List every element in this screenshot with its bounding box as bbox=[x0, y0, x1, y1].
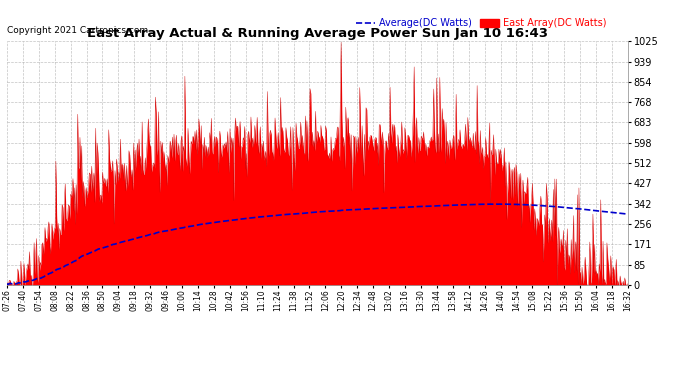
Title: East Array Actual & Running Average Power Sun Jan 10 16:43: East Array Actual & Running Average Powe… bbox=[87, 27, 548, 40]
Text: Copyright 2021 Cartronics.com: Copyright 2021 Cartronics.com bbox=[7, 26, 148, 35]
Legend: Average(DC Watts), East Array(DC Watts): Average(DC Watts), East Array(DC Watts) bbox=[352, 14, 611, 32]
